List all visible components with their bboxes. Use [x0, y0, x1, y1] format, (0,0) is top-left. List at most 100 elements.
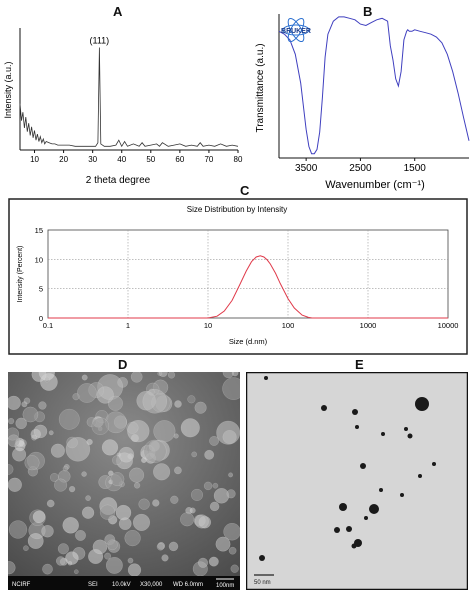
tem-particle [418, 474, 422, 478]
tem-particle [264, 376, 268, 380]
sem-particle [23, 545, 29, 552]
xrd-x-tick-label: 80 [234, 155, 243, 164]
dls-y-tick-label: 15 [35, 226, 43, 235]
sem-info-bar [8, 576, 240, 590]
xrd-x-tick-label: 70 [204, 155, 213, 164]
ftir-x-tick-label: 1500 [404, 163, 427, 174]
sem-particle [15, 417, 27, 430]
sem-particle [105, 411, 127, 434]
sem-particle [204, 449, 215, 460]
sem-particle [55, 556, 66, 566]
sem-particle [187, 395, 196, 404]
sem-particle [65, 551, 79, 565]
ftir-spectrum-line [278, 16, 470, 155]
ftir-x-tick-label: 2500 [349, 163, 372, 174]
sem-particle [130, 372, 143, 383]
sem-particle [223, 522, 240, 541]
sem-particle [73, 569, 79, 575]
dls-x-tick-label: 10 [204, 321, 212, 330]
sem-particle [24, 455, 40, 471]
sem-particle [143, 439, 167, 463]
sem-particle [138, 498, 150, 510]
tem-particle [339, 503, 347, 511]
sem-particle [194, 401, 207, 414]
sem-label-lab: NCIRF [12, 582, 31, 588]
sem-particle [231, 372, 239, 377]
sem-particle [153, 420, 176, 443]
sem-particle [127, 563, 142, 577]
sem-particle [8, 395, 21, 411]
sem-particle [209, 435, 220, 446]
panel-label-e: E [355, 357, 364, 372]
sem-particle [92, 539, 108, 555]
dls-chart: Size Distribution by Intensity 0.1 1 10 100… [8, 198, 468, 355]
tem-particle [360, 463, 366, 469]
tem-background [246, 372, 468, 590]
xrd-x-tick-label: 60 [175, 155, 184, 164]
sem-particle [129, 467, 145, 483]
sem-particle [127, 557, 134, 564]
sem-particle [31, 372, 47, 382]
panel-label-c: C [240, 183, 250, 198]
dls-y-tick-label: 5 [39, 285, 43, 294]
sem-particle [105, 556, 123, 574]
sem-particle [42, 563, 53, 575]
sem-particle [101, 439, 119, 456]
xrd-chart: 10 20 30 40 50 60 70 80 (111) Intensity (a.u.) … [3, 28, 243, 186]
sem-particle [104, 552, 112, 560]
ftir-ticks: 3500 2500 1500 [295, 158, 426, 174]
tem-particle [259, 555, 265, 561]
sem-particle [191, 451, 198, 458]
xrd-x-tick-label: 20 [59, 155, 68, 164]
xrd-x-tick-label: 30 [88, 155, 97, 164]
sem-particle [174, 466, 182, 475]
sem-particle [58, 408, 80, 430]
tem-particles [259, 376, 436, 561]
sem-particle [216, 420, 240, 445]
sem-particle [213, 488, 230, 504]
dls-ticks: 0.1 1 10 100 1000 10000 0 5 10 15 [35, 226, 459, 330]
sem-particle [41, 524, 54, 538]
tem-particle [415, 397, 429, 411]
sem-particle [228, 546, 237, 555]
dls-x-tick-label: 1 [126, 321, 130, 330]
xrd-pattern-line [19, 47, 239, 148]
sem-label-scale: 100nm [216, 583, 234, 589]
sem-particle [203, 481, 213, 491]
sem-particle [228, 472, 234, 478]
sem-particle [38, 401, 47, 410]
sem-particle [209, 501, 220, 512]
xrd-y-label: Intensity (a.u.) [3, 61, 13, 118]
sem-particle [226, 489, 236, 499]
tem-particle [407, 433, 413, 439]
sem-particle [8, 561, 16, 575]
sem-particle [170, 495, 179, 504]
dls-x-tick-label: 0.1 [43, 321, 53, 330]
sem-particle [197, 557, 209, 568]
sem-particle [189, 507, 196, 514]
panel-label-d: D [118, 357, 128, 372]
dls-distribution-line [48, 255, 448, 319]
panel-label-a: A [113, 4, 123, 19]
sem-particle [72, 393, 80, 401]
sem-particle [50, 443, 65, 458]
dls-x-tick-label: 1000 [360, 321, 377, 330]
tem-particle [334, 527, 340, 533]
sem-particle [194, 514, 209, 529]
sem-particle [230, 564, 239, 573]
tem-particle [379, 488, 383, 492]
bruker-logo: BRUKER [281, 17, 311, 43]
dls-frame [8, 198, 468, 355]
sem-particle [8, 463, 14, 475]
sem-particle [21, 401, 28, 408]
tem-particle [381, 432, 385, 436]
sem-particle [153, 463, 171, 481]
sem-particle [8, 417, 15, 425]
sem-particle [32, 510, 46, 524]
tem-scale-label: 50 nm [254, 580, 271, 586]
dls-title: Size Distribution by Intensity [187, 205, 288, 214]
xrd-peak-annotation: (111) [90, 36, 110, 46]
sem-particle [222, 377, 240, 400]
sem-particle [8, 520, 28, 539]
sem-image: NCIRF SEI 10.0kV X30,000 WD 6.0mm 100nm [8, 372, 240, 590]
